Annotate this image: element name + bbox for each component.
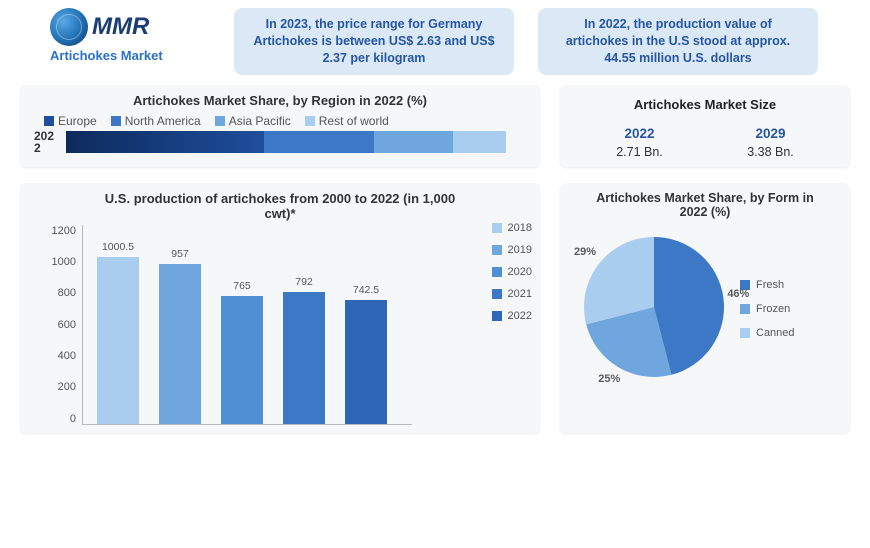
stacked-segment: [453, 131, 506, 153]
market-size-value: 2.71 Bn.: [616, 145, 663, 159]
market-size-value: 3.38 Bn.: [747, 145, 794, 159]
us-production-panel: U.S. production of artichokes from 2000 …: [20, 183, 540, 433]
market-size-panel: Artichokes Market Size 2022 2.71 Bn. 2029 3…: [560, 85, 850, 167]
stacked-segment: [66, 131, 264, 153]
y-tick: 1200: [34, 225, 76, 237]
market-size-item: 2029 3.38 Bn.: [747, 126, 794, 159]
us-production-plot: 1000.5 957 765 792 742.5: [82, 225, 412, 425]
region-share-bar: [66, 131, 506, 153]
legend-item: 2018: [492, 217, 532, 239]
bar-value-label: 742.5: [353, 284, 379, 296]
legend-item: Rest of world: [305, 114, 389, 128]
globe-icon: [50, 8, 88, 46]
legend-item: 2019: [492, 239, 532, 261]
region-share-title: Artichokes Market Share, by Region in 20…: [34, 93, 526, 108]
legend-item: Europe: [44, 114, 97, 128]
bar-rect: [221, 296, 263, 424]
bar: 765: [221, 296, 263, 424]
market-size-item: 2022 2.71 Bn.: [616, 126, 663, 159]
brand-name: MMR: [92, 13, 149, 41]
market-size-title: Artichokes Market Size: [574, 97, 836, 112]
logo-block: MMR Artichokes Market: [20, 8, 210, 63]
pie-slice-label: 46%: [727, 288, 749, 300]
bar: 792: [283, 292, 325, 424]
legend-item: Frozen: [740, 297, 795, 321]
bar-value-label: 792: [295, 276, 313, 288]
form-share-pie: [574, 227, 734, 387]
fact-box-us-production-value: In 2022, the production value of articho…: [538, 8, 818, 75]
market-size-year: 2029: [747, 126, 794, 141]
bar-rect: [345, 300, 387, 424]
bar-value-label: 765: [233, 280, 251, 292]
legend-item: North America: [111, 114, 201, 128]
market-size-year: 2022: [616, 126, 663, 141]
legend-item: Asia Pacific: [215, 114, 291, 128]
legend-item: 2022: [492, 305, 532, 327]
pie-slice-label: 25%: [598, 373, 620, 385]
y-tick: 600: [34, 319, 76, 331]
bar: 742.5: [345, 300, 387, 424]
bar: 957: [159, 264, 201, 424]
y-tick: 0: [34, 413, 76, 425]
us-production-title: U.S. production of artichokes from 2000 …: [34, 191, 526, 221]
region-share-panel: Artichokes Market Share, by Region in 20…: [20, 85, 540, 167]
y-tick: 800: [34, 287, 76, 299]
y-tick: 200: [34, 381, 76, 393]
legend-item: 2020: [492, 261, 532, 283]
legend-item: 2021: [492, 283, 532, 305]
form-share-legend: FreshFrozenCanned: [740, 273, 795, 346]
form-share-panel: Artichokes Market Share, by Form in 2022…: [560, 183, 850, 433]
bar-value-label: 1000.5: [102, 241, 134, 253]
pie-slice-label: 29%: [574, 246, 596, 258]
bar-value-label: 957: [171, 248, 189, 260]
stacked-segment: [264, 131, 374, 153]
form-share-title: Artichokes Market Share, by Form in 2022…: [574, 191, 836, 219]
bar-rect: [159, 264, 201, 424]
y-tick: 400: [34, 350, 76, 362]
fact-box-germany: In 2023, the price range for Germany Art…: [234, 8, 514, 75]
legend-item: Canned: [740, 321, 795, 345]
stacked-segment: [374, 131, 453, 153]
bar-rect: [283, 292, 325, 424]
page-title: Artichokes Market: [50, 48, 210, 63]
bar: 1000.5: [97, 257, 139, 424]
us-production-legend: 20182019202020212022: [492, 217, 532, 327]
region-share-legend: Europe North America Asia Pacific Rest of w…: [44, 114, 526, 128]
bar-rect: [97, 257, 139, 424]
region-share-year-label: 2022: [34, 130, 54, 154]
us-production-y-axis: 1200 1000 800 600 400 200 0: [34, 225, 82, 425]
y-tick: 1000: [34, 256, 76, 268]
